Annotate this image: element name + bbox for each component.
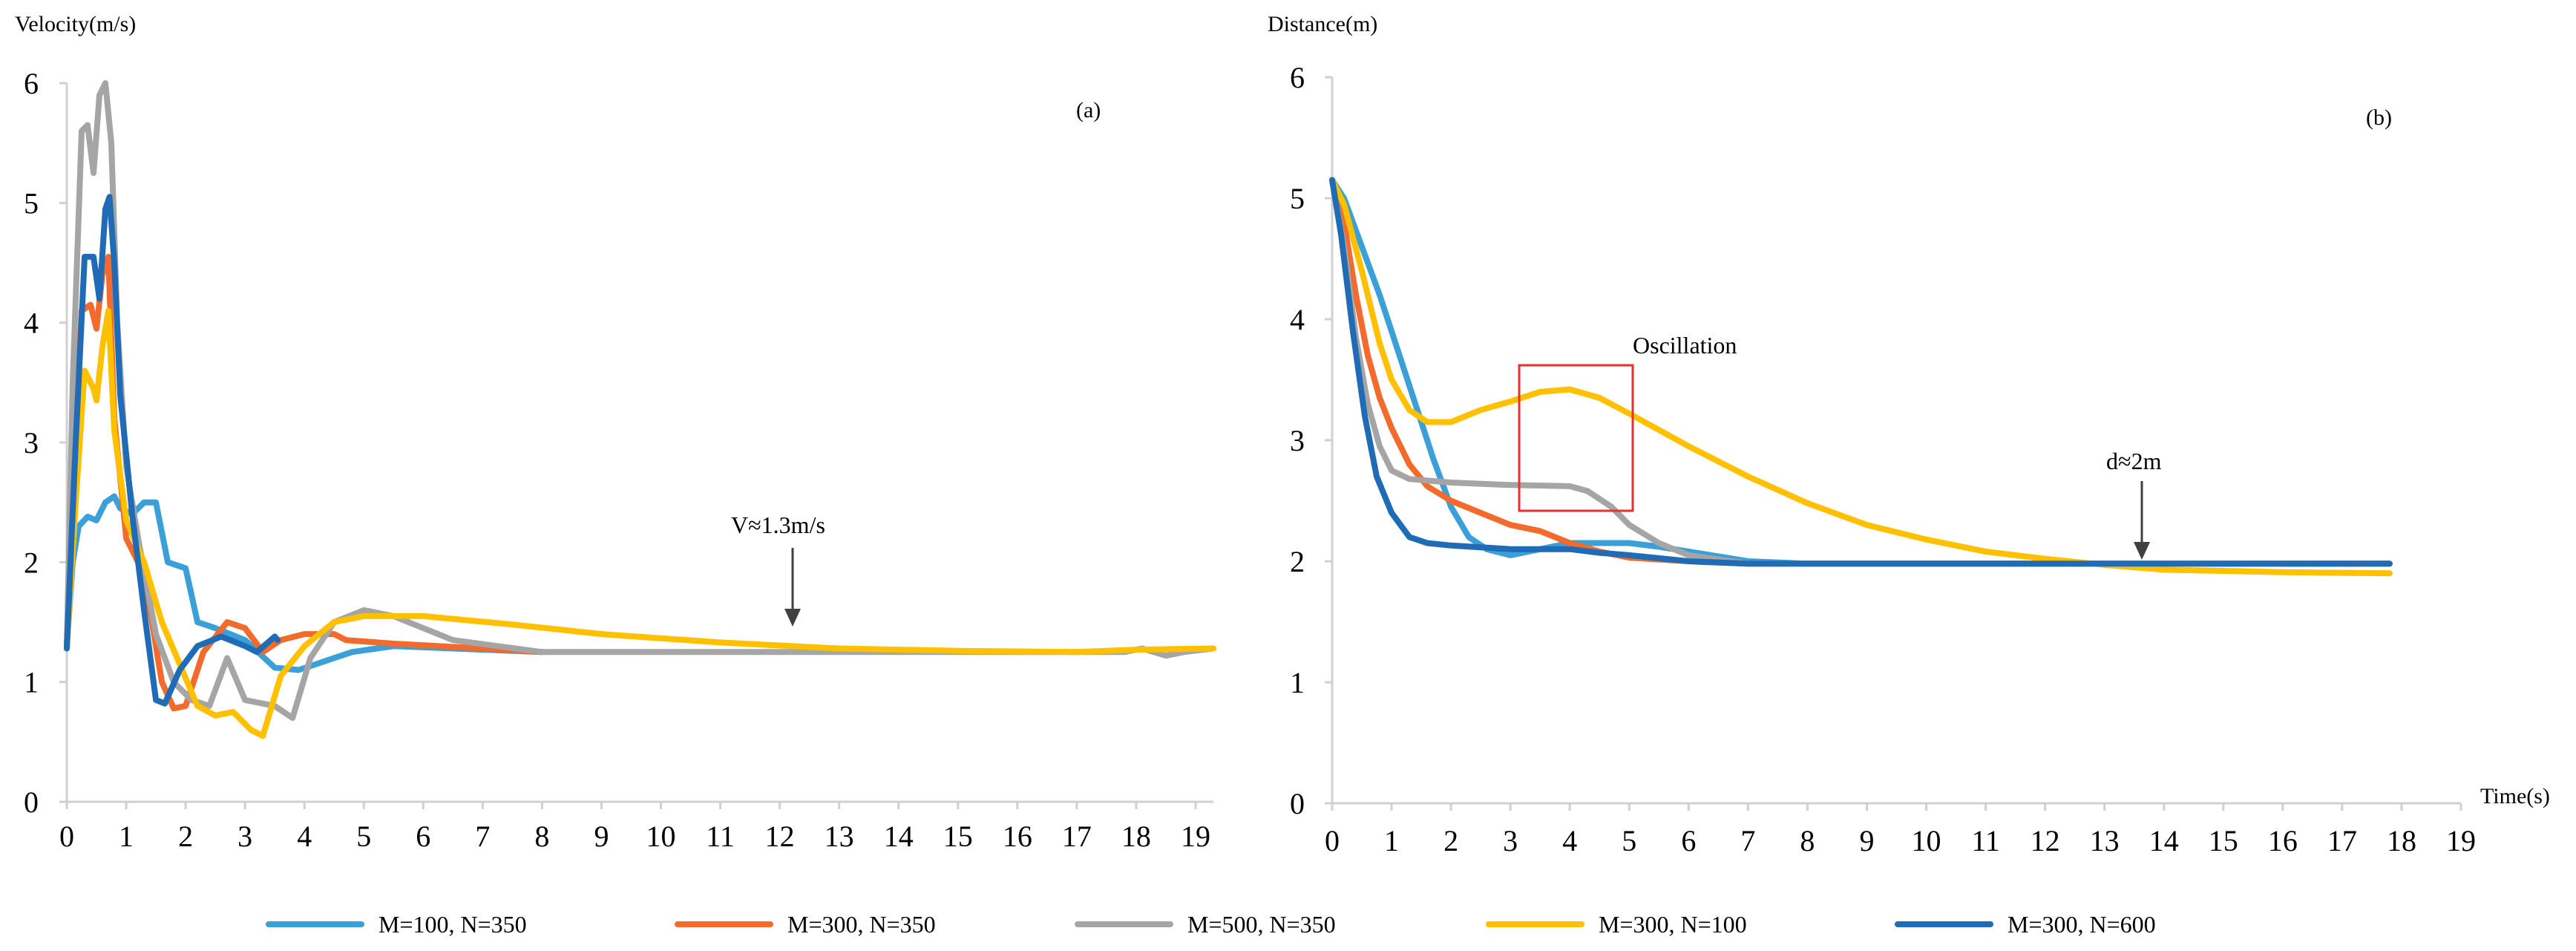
x-tick-label: 13: [2090, 824, 2120, 857]
x-tick-label: 5: [356, 820, 371, 853]
x-tick-label: 6: [1681, 824, 1696, 857]
x-tick-label: 4: [1562, 824, 1577, 857]
distance-steady-state-label: d≈2m: [2106, 448, 2162, 474]
distance-series: [1329, 177, 2393, 577]
x-tick-label: 18: [1121, 820, 1151, 853]
x-tick-label: 19: [2446, 824, 2476, 857]
velocity-chart: Velocity(m/s) (a) 0 1 2 3 4 5 6 7 8 9 10 11 12 13 14 15…: [15, 12, 1216, 853]
x-tick-label: 5: [1622, 824, 1636, 857]
x-tick-label: 4: [297, 820, 312, 853]
x-tick-label: 15: [2209, 824, 2238, 857]
x-tick-label: 10: [1912, 824, 1941, 857]
series-line-m-100-n-350: [1329, 177, 2393, 567]
x-tick-label: 7: [1740, 824, 1755, 857]
x-tick-label: 8: [534, 820, 549, 853]
x-tick-label: 0: [59, 820, 74, 853]
x-tick-label: 2: [1443, 824, 1458, 857]
x-tick-label: 18: [2387, 824, 2416, 857]
x-tick-label: 17: [1062, 820, 1092, 853]
velocity-series: [64, 80, 1216, 739]
x-tick-label: 9: [594, 820, 609, 853]
distance-chart: Distance(m) (b) Time(s) 0 1 2 3 4 5 6 7 8 9 10 11 12…: [1268, 12, 2550, 857]
y-tick-label: 1: [1290, 666, 1305, 699]
x-tick-label: 15: [943, 820, 973, 853]
panel-b-label: (b): [2366, 105, 2392, 130]
x-tick-label: 1: [119, 820, 134, 853]
x-tick-label: 1: [1384, 824, 1399, 857]
x-tick-label: 8: [1800, 824, 1815, 857]
legend-label-m-300-n-600: M=300, N=600: [2008, 911, 2156, 938]
x-tick-label: 6: [416, 820, 430, 853]
y-tick-label: 5: [1290, 182, 1305, 215]
legend-label-m-100-n-350: M=100, N=350: [378, 911, 527, 938]
x-tick-label: 12: [765, 820, 795, 853]
y-tick-label: 3: [1290, 424, 1305, 457]
y-tick-label: 4: [1290, 303, 1305, 336]
x-tick-label: 17: [2327, 824, 2357, 857]
series-line-m-100-n-350: [64, 493, 545, 673]
series-line-m-300-n-350: [1329, 177, 2393, 567]
velocity-y-axis-label: Velocity(m/s): [15, 12, 136, 36]
legend-label-m-300-n-350: M=300, N=350: [787, 911, 936, 938]
x-tick-label: 19: [1181, 820, 1210, 853]
x-tick-label: 12: [2031, 824, 2060, 857]
y-tick-label: 0: [1290, 787, 1305, 820]
y-tick-label: 0: [24, 785, 39, 819]
x-tick-label: 9: [1859, 824, 1874, 857]
x-tick-label: 11: [1971, 824, 2000, 857]
x-tick-label: 14: [2149, 824, 2179, 857]
legend-label-m-300-n-100: M=300, N=100: [1599, 911, 1747, 938]
series-line-m-300-n-600: [64, 194, 281, 707]
series-line-m-500-n-350: [1329, 177, 2393, 567]
series-line-m-500-n-350: [64, 80, 1216, 722]
y-tick-label: 6: [24, 67, 39, 100]
x-tick-label: 16: [2268, 824, 2298, 857]
legend-label-m-500-n-350: M=500, N=350: [1187, 911, 1336, 938]
x-tick-label: 14: [884, 820, 914, 853]
oscillation-label: Oscillation: [1633, 332, 1737, 359]
y-tick-label: 3: [24, 426, 39, 460]
x-tick-label: 7: [475, 820, 490, 853]
panel-a-label: (a): [1076, 98, 1101, 122]
y-tick-label: 2: [24, 546, 39, 579]
distance-x-axis-label: Time(s): [2480, 784, 2550, 808]
distance-annotations: Oscillation d≈2m: [1518, 332, 2162, 560]
x-tick-label: 10: [646, 820, 676, 853]
distance-y-axis-label: Distance(m): [1268, 12, 1377, 36]
series-line-m-300-n-600: [1329, 177, 2393, 567]
velocity-arrow-head: [784, 609, 801, 627]
y-tick-label: 2: [1290, 545, 1305, 578]
y-tick-label: 5: [24, 186, 39, 220]
legend: M=100, N=350 M=300, N=350 M=500, N=350 M=30…: [266, 911, 2156, 938]
x-tick-label: 16: [1003, 820, 1032, 853]
x-tick-label: 3: [1503, 824, 1518, 857]
y-tick-label: 1: [24, 666, 39, 699]
x-tick-label: 0: [1325, 824, 1340, 857]
velocity-annotation: V≈1.3m/s: [731, 512, 825, 627]
y-tick-label: 6: [1290, 61, 1305, 94]
x-tick-label: 13: [825, 820, 854, 853]
oscillation-box: [1518, 364, 1634, 512]
x-tick-label: 3: [237, 820, 252, 853]
series-line-m-300-n-350: [64, 253, 545, 712]
y-tick-label: 4: [24, 307, 39, 340]
series-line-m-300-n-100: [64, 307, 1216, 739]
x-tick-label: 2: [178, 820, 193, 853]
velocity-steady-state-label: V≈1.3m/s: [731, 512, 825, 538]
distance-arrow-head: [2134, 542, 2150, 560]
x-tick-label: 11: [706, 820, 735, 853]
